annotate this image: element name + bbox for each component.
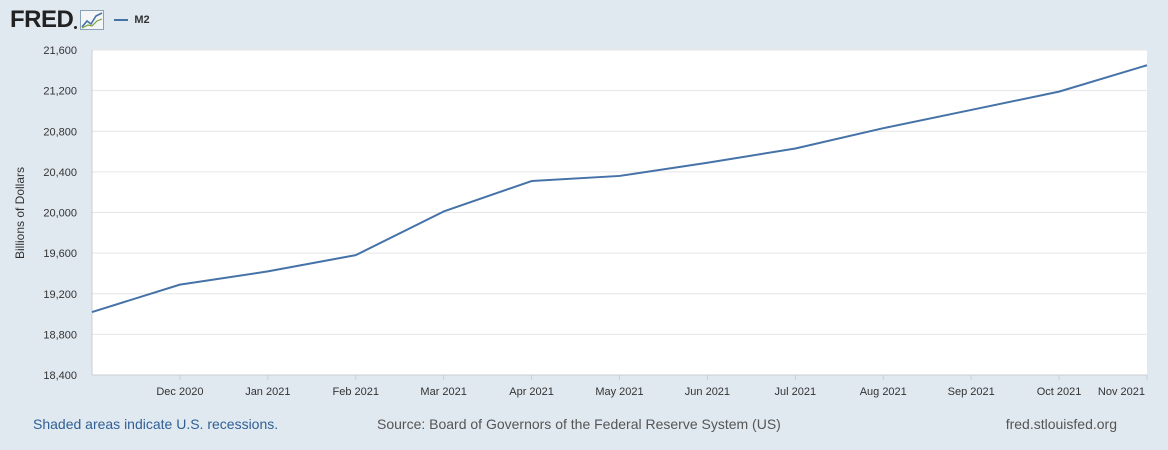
y-tick-label: 18,800: [43, 329, 77, 341]
x-tick-label: Oct 2021: [1037, 386, 1082, 398]
y-tick-label: 18,400: [43, 370, 77, 382]
x-tick-label: Nov 2021: [1098, 386, 1145, 398]
x-tick-label: May 2021: [595, 386, 643, 398]
x-tick-label: Jan 2021: [245, 386, 290, 398]
data-point[interactable]: [793, 147, 797, 151]
data-point[interactable]: [1145, 63, 1149, 67]
x-tick-label: Aug 2021: [860, 386, 907, 398]
y-tick-label: 19,200: [43, 289, 77, 301]
legend-swatch: [114, 19, 129, 21]
chart-footer: Shaded areas indicate U.S. recessions. S…: [0, 416, 1168, 436]
y-tick-label: 19,600: [43, 248, 77, 260]
fred-logo[interactable]: FRED: [10, 6, 105, 34]
data-point[interactable]: [178, 283, 182, 287]
y-tick-label: 21,200: [43, 86, 77, 98]
line-chart: 18,400 18,800 19,200 19,600 20,000 20,400 20,8…: [13, 45, 1149, 398]
chart-header: FRED M2: [10, 6, 150, 34]
data-point[interactable]: [969, 108, 973, 112]
y-tick-label: 20,800: [43, 126, 77, 138]
site-link[interactable]: fred.stlouisfed.org: [1005, 416, 1117, 432]
source-text: Source: Board of Governors of the Federa…: [377, 416, 781, 432]
x-tick-label: Jun 2021: [685, 386, 730, 398]
data-point[interactable]: [881, 126, 885, 130]
data-point[interactable]: [705, 161, 709, 165]
data-point[interactable]: [618, 174, 622, 178]
x-tick-label: Mar 2021: [420, 386, 466, 398]
y-axis-title: Billions of Dollars: [13, 167, 27, 259]
chart-legend: M2: [114, 14, 150, 26]
y-tick-label: 21,600: [43, 45, 77, 57]
recessions-note: Shaded areas indicate U.S. recessions.: [33, 416, 279, 432]
chart-line-icon: [80, 10, 105, 30]
data-point[interactable]: [442, 209, 446, 213]
x-tick-label: Dec 2020: [156, 386, 203, 398]
x-tick-label: Jul 2021: [775, 386, 817, 398]
logo-dot: [74, 25, 78, 29]
series-line-m2[interactable]: [91, 64, 1148, 313]
data-point[interactable]: [266, 269, 270, 273]
x-tick-label: Sep 2021: [948, 386, 995, 398]
data-point[interactable]: [1057, 90, 1061, 94]
logo-text: FRED: [10, 6, 74, 33]
data-point[interactable]: [90, 310, 94, 314]
x-tick-label: Feb 2021: [333, 386, 379, 398]
data-point[interactable]: [530, 179, 534, 183]
y-tick-label: 20,400: [43, 167, 77, 179]
y-tick-label: 20,000: [43, 208, 77, 220]
legend-label-m2[interactable]: M2: [134, 14, 150, 26]
data-point[interactable]: [354, 253, 358, 257]
x-tick-label: Apr 2021: [509, 386, 554, 398]
